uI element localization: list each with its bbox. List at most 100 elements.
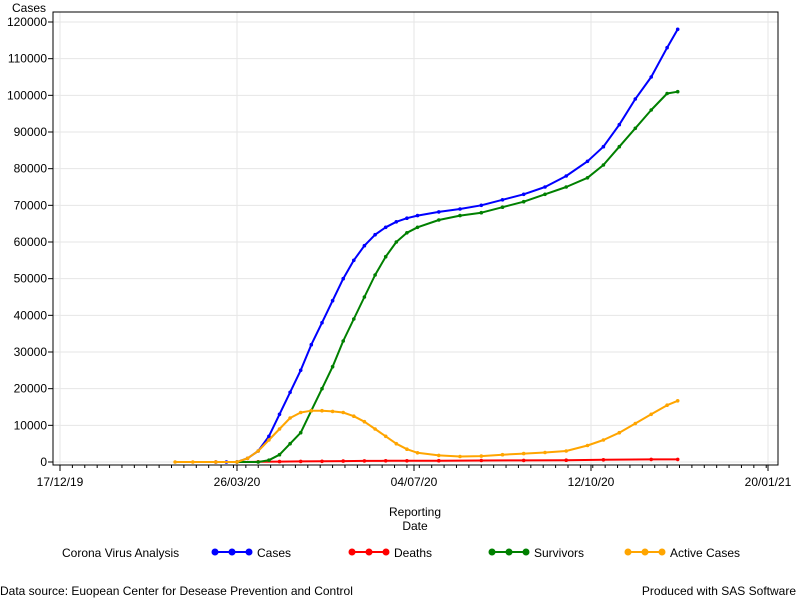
plot-series <box>173 27 680 464</box>
data-point <box>330 364 335 369</box>
data-point <box>298 368 303 373</box>
data-point <box>373 232 377 237</box>
data-point <box>298 410 303 415</box>
data-point <box>394 240 399 244</box>
data-point <box>267 458 271 463</box>
data-point <box>437 218 441 222</box>
data-point <box>479 454 484 458</box>
footer-data-source: Data source: Euopean Center for Desease … <box>0 584 353 598</box>
data-point <box>665 91 669 96</box>
legend-swatch-marker <box>211 548 219 556</box>
data-point <box>458 213 462 218</box>
data-point <box>277 459 282 464</box>
data-point <box>298 459 303 464</box>
legend: Cases Deaths Survivors Active Cases <box>211 546 740 560</box>
data-point <box>320 408 324 413</box>
data-point <box>341 459 346 463</box>
series-line <box>175 399 679 463</box>
data-point <box>633 421 638 426</box>
data-point <box>352 414 356 419</box>
legend-item-deaths: Deaths <box>348 546 432 560</box>
data-point <box>245 456 250 461</box>
data-point <box>288 416 292 420</box>
data-point <box>500 205 505 209</box>
data-point <box>362 295 367 299</box>
data-point <box>521 458 526 463</box>
data-point <box>394 220 399 224</box>
data-point <box>564 449 568 453</box>
data-point <box>277 427 282 431</box>
series-deaths <box>214 457 680 464</box>
series-cases <box>214 27 680 464</box>
legend-label: Survivors <box>534 546 584 560</box>
data-point <box>564 174 568 178</box>
data-point <box>675 27 680 32</box>
data-point <box>383 254 388 259</box>
legend-swatch-marker <box>382 548 390 556</box>
data-point <box>362 459 367 463</box>
x-tick-label: 26/03/20 <box>214 475 261 489</box>
legend-swatch-marker <box>228 548 236 556</box>
data-point <box>564 458 568 463</box>
data-point <box>601 163 606 167</box>
data-point <box>320 459 324 464</box>
data-point <box>288 390 292 395</box>
x-tick-label: 20/01/21 <box>745 475 792 489</box>
plot-frame <box>52 11 779 466</box>
data-point <box>405 447 409 452</box>
data-point <box>214 460 218 464</box>
y-tick-label: 30000 <box>14 345 48 359</box>
data-point <box>405 459 409 463</box>
grid <box>53 12 778 465</box>
series-line <box>215 28 679 463</box>
legend-label: Cases <box>257 546 291 560</box>
legend-swatch-marker <box>488 548 496 556</box>
y-tick-label: 50000 <box>14 272 48 286</box>
data-point <box>320 386 324 391</box>
x-tick-label: 17/12/19 <box>37 475 84 489</box>
data-point <box>665 45 669 50</box>
data-point <box>675 89 680 94</box>
data-point <box>330 298 335 303</box>
data-point <box>383 434 388 439</box>
x-tick-label: 12/10/20 <box>568 475 615 489</box>
y-tick-label: 90000 <box>14 125 48 139</box>
data-point <box>617 430 622 435</box>
data-point <box>633 126 638 131</box>
data-point <box>267 434 271 439</box>
data-point <box>415 451 420 455</box>
data-point <box>405 216 409 220</box>
x-tick-label: 04/07/20 <box>391 475 438 489</box>
data-point <box>309 408 314 413</box>
data-point <box>479 210 484 215</box>
data-point <box>341 410 346 415</box>
legend-swatch-marker <box>365 548 373 556</box>
series-survivors <box>235 89 680 464</box>
legend-title: Corona Virus Analysis <box>62 546 179 560</box>
y-tick-label: 10000 <box>14 418 48 432</box>
data-point <box>437 458 441 463</box>
x-axis-label-line-2: Date <box>402 519 428 533</box>
legend-swatch-marker <box>624 548 632 556</box>
data-point <box>585 159 590 164</box>
data-point <box>479 458 484 463</box>
data-point <box>500 452 505 457</box>
data-point <box>341 339 346 343</box>
data-point <box>415 213 420 218</box>
data-point <box>352 258 356 263</box>
data-point <box>235 460 239 464</box>
y-tick-label: 70000 <box>14 198 48 212</box>
axes: 0 10000 20000 30000 40000 50000 60000 70000 8000… <box>7 11 792 489</box>
legend-swatch-marker <box>348 548 356 556</box>
data-point <box>256 460 261 464</box>
data-point <box>362 419 367 424</box>
data-point <box>383 225 388 230</box>
y-tick-label: 100000 <box>7 88 47 102</box>
footer-produced-with: Produced with SAS Software <box>641 584 796 598</box>
data-point <box>415 225 420 230</box>
legend-swatch-marker <box>505 548 513 556</box>
series-line <box>237 90 678 463</box>
data-point <box>617 144 622 149</box>
data-point <box>394 441 399 446</box>
legend-item-survivors: Survivors <box>488 546 584 560</box>
